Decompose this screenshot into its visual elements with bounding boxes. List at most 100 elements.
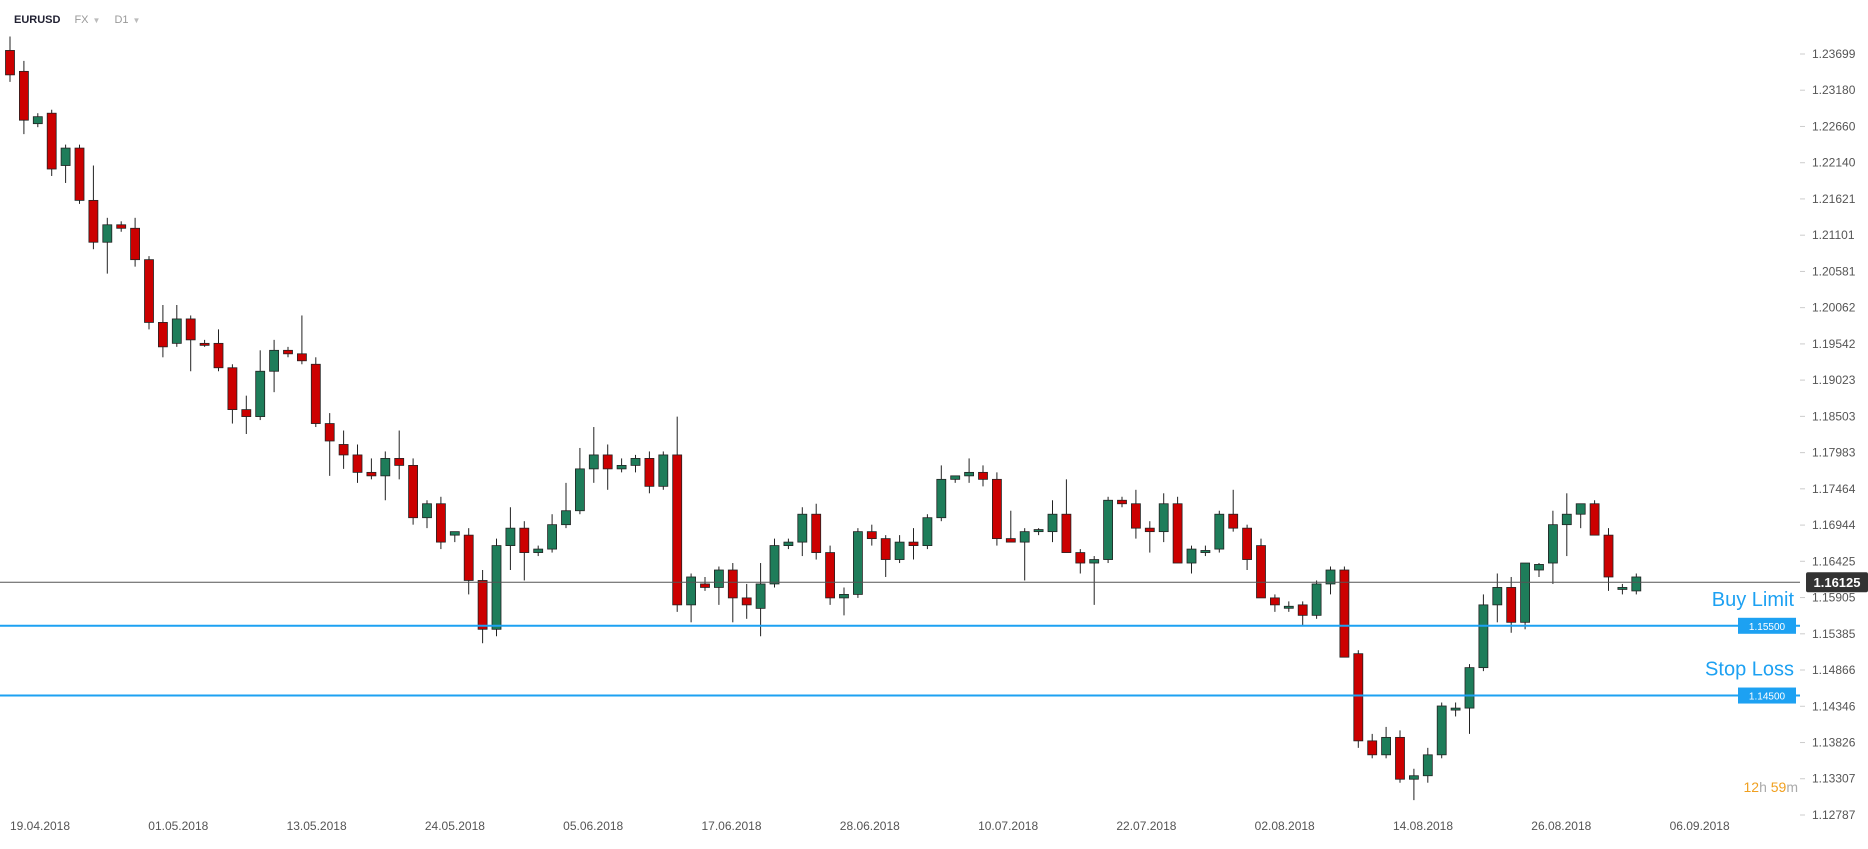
candle[interactable] <box>1575 503 1586 529</box>
candle[interactable] <box>1548 510 1558 584</box>
candle[interactable] <box>1144 521 1155 553</box>
candle[interactable] <box>171 304 182 347</box>
candle[interactable] <box>1478 594 1489 672</box>
candle[interactable] <box>922 514 933 550</box>
candle[interactable] <box>1047 500 1058 543</box>
candle[interactable] <box>1422 747 1433 783</box>
candle[interactable] <box>1603 528 1614 591</box>
candle[interactable] <box>1561 493 1572 557</box>
candle[interactable] <box>227 364 238 424</box>
candle[interactable] <box>1506 576 1517 633</box>
candle[interactable] <box>547 514 557 553</box>
candle[interactable] <box>1450 702 1461 717</box>
candle[interactable] <box>366 458 377 480</box>
candle[interactable] <box>755 563 766 637</box>
candle[interactable] <box>32 113 43 128</box>
candle[interactable] <box>936 465 947 522</box>
candle[interactable] <box>283 346 293 358</box>
candle[interactable] <box>1061 479 1072 553</box>
candle[interactable] <box>394 430 405 480</box>
candle[interactable] <box>1005 510 1016 543</box>
candle[interactable] <box>1436 702 1447 759</box>
candle[interactable] <box>978 465 988 487</box>
candle[interactable] <box>130 217 141 267</box>
candle[interactable] <box>310 357 321 428</box>
candle[interactable] <box>116 221 127 232</box>
candle[interactable] <box>60 144 71 183</box>
candle[interactable] <box>741 583 752 619</box>
candle[interactable] <box>1381 726 1391 759</box>
candle[interactable] <box>727 563 738 623</box>
candle[interactable] <box>1339 566 1350 658</box>
candle[interactable] <box>1256 538 1266 599</box>
candle[interactable] <box>1367 733 1378 759</box>
candle[interactable] <box>616 458 627 473</box>
candle[interactable] <box>144 256 154 330</box>
candle[interactable] <box>1534 563 1544 577</box>
candle[interactable] <box>1492 573 1503 623</box>
candle[interactable] <box>422 500 432 529</box>
candle[interactable] <box>491 538 502 637</box>
candle[interactable] <box>1131 489 1141 539</box>
candle[interactable] <box>908 528 919 560</box>
candle[interactable] <box>463 528 474 595</box>
candle[interactable] <box>380 451 391 501</box>
candle[interactable] <box>630 454 641 473</box>
candle[interactable] <box>1409 768 1419 801</box>
candle[interactable] <box>1019 528 1030 581</box>
candle[interactable] <box>714 566 724 605</box>
candle[interactable] <box>1395 730 1405 783</box>
candle[interactable] <box>1200 545 1211 557</box>
candle[interactable] <box>811 503 822 560</box>
candle[interactable] <box>1617 583 1628 595</box>
market-selector[interactable]: FX <box>74 14 89 26</box>
candle[interactable] <box>449 531 460 543</box>
candle[interactable] <box>46 109 57 176</box>
candle[interactable] <box>588 427 599 483</box>
candle[interactable] <box>338 430 349 469</box>
candle[interactable] <box>1033 528 1044 536</box>
timeframe-selector[interactable]: D1 <box>114 14 129 26</box>
candle[interactable] <box>88 165 99 250</box>
candle[interactable] <box>1325 566 1336 595</box>
candle[interactable] <box>352 444 363 483</box>
candle[interactable] <box>199 339 210 347</box>
candle[interactable] <box>533 545 544 557</box>
candle[interactable] <box>894 535 905 564</box>
candle[interactable] <box>1464 664 1475 734</box>
candle[interactable] <box>1353 650 1364 748</box>
candle[interactable] <box>866 524 877 546</box>
candle[interactable] <box>255 350 266 421</box>
candle[interactable] <box>1311 580 1322 619</box>
candle[interactable] <box>213 329 224 372</box>
candle[interactable] <box>102 217 113 274</box>
candle[interactable] <box>672 416 683 612</box>
candle[interactable] <box>880 535 891 577</box>
candle[interactable] <box>477 570 488 644</box>
candle[interactable] <box>1214 510 1225 553</box>
candle[interactable] <box>74 144 85 204</box>
candle[interactable] <box>839 587 849 616</box>
candle[interactable] <box>1631 573 1642 595</box>
candle[interactable] <box>658 451 669 490</box>
candle[interactable] <box>519 521 530 581</box>
candle[interactable] <box>1158 493 1169 543</box>
candle[interactable] <box>992 472 1002 546</box>
candle[interactable] <box>505 507 516 571</box>
chevron-down-icon[interactable]: ▼ <box>92 15 101 25</box>
candle[interactable] <box>5 36 15 82</box>
candle[interactable] <box>185 315 196 372</box>
candle[interactable] <box>853 528 863 598</box>
candle[interactable] <box>561 482 571 529</box>
candle[interactable] <box>1520 562 1530 630</box>
candle[interactable] <box>1228 489 1239 532</box>
candle[interactable] <box>1075 549 1086 574</box>
candle[interactable] <box>1186 545 1197 574</box>
candle[interactable] <box>575 447 585 515</box>
candle[interactable] <box>783 538 794 550</box>
candle[interactable] <box>964 458 974 483</box>
candle[interactable] <box>700 576 710 591</box>
candle[interactable] <box>1103 496 1113 564</box>
